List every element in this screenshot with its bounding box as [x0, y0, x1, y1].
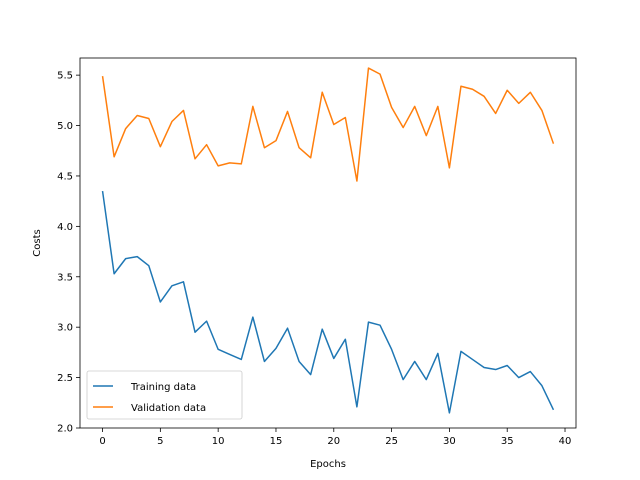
- x-tick-label: 35: [501, 436, 514, 447]
- x-tick-label: 40: [559, 436, 572, 447]
- y-tick-label: 2.0: [57, 424, 73, 435]
- x-tick-label: 20: [327, 436, 340, 447]
- y-tick-label: 4.0: [57, 222, 73, 233]
- series-lines: [101, 67, 555, 414]
- x-tick-label: 15: [270, 436, 283, 447]
- series-line-training: [101, 190, 555, 414]
- series-line-validation: [101, 67, 555, 182]
- y-tick-label: 5.5: [57, 71, 73, 82]
- x-tick-label: 30: [443, 436, 456, 447]
- axis-ticks: 0 5 10 15 20 25 30 35 40 2.0 2.5 3.0 3.5 4.0 4.5 5.0 5.5: [57, 71, 571, 447]
- legend-box: [86, 370, 243, 420]
- y-tick-label: 2.5: [57, 373, 73, 384]
- legend: Training data Validation data: [86, 370, 243, 420]
- x-tick-label: 25: [385, 436, 398, 447]
- y-tick-label: 5.0: [57, 121, 73, 132]
- x-tick-label: 5: [157, 436, 163, 447]
- y-tick-label: 3.0: [57, 323, 73, 334]
- y-tick-label: 3.5: [57, 272, 73, 283]
- y-axis-label: Costs: [32, 229, 43, 256]
- legend-label-training: Training data: [130, 382, 196, 393]
- y-tick-label: 4.5: [57, 171, 73, 182]
- plot-area-frame: [79, 57, 577, 429]
- x-axis-label: Epochs: [310, 459, 346, 470]
- x-tick-label: 10: [212, 436, 225, 447]
- legend-label-validation: Validation data: [131, 403, 206, 414]
- x-tick-label: 0: [99, 436, 105, 447]
